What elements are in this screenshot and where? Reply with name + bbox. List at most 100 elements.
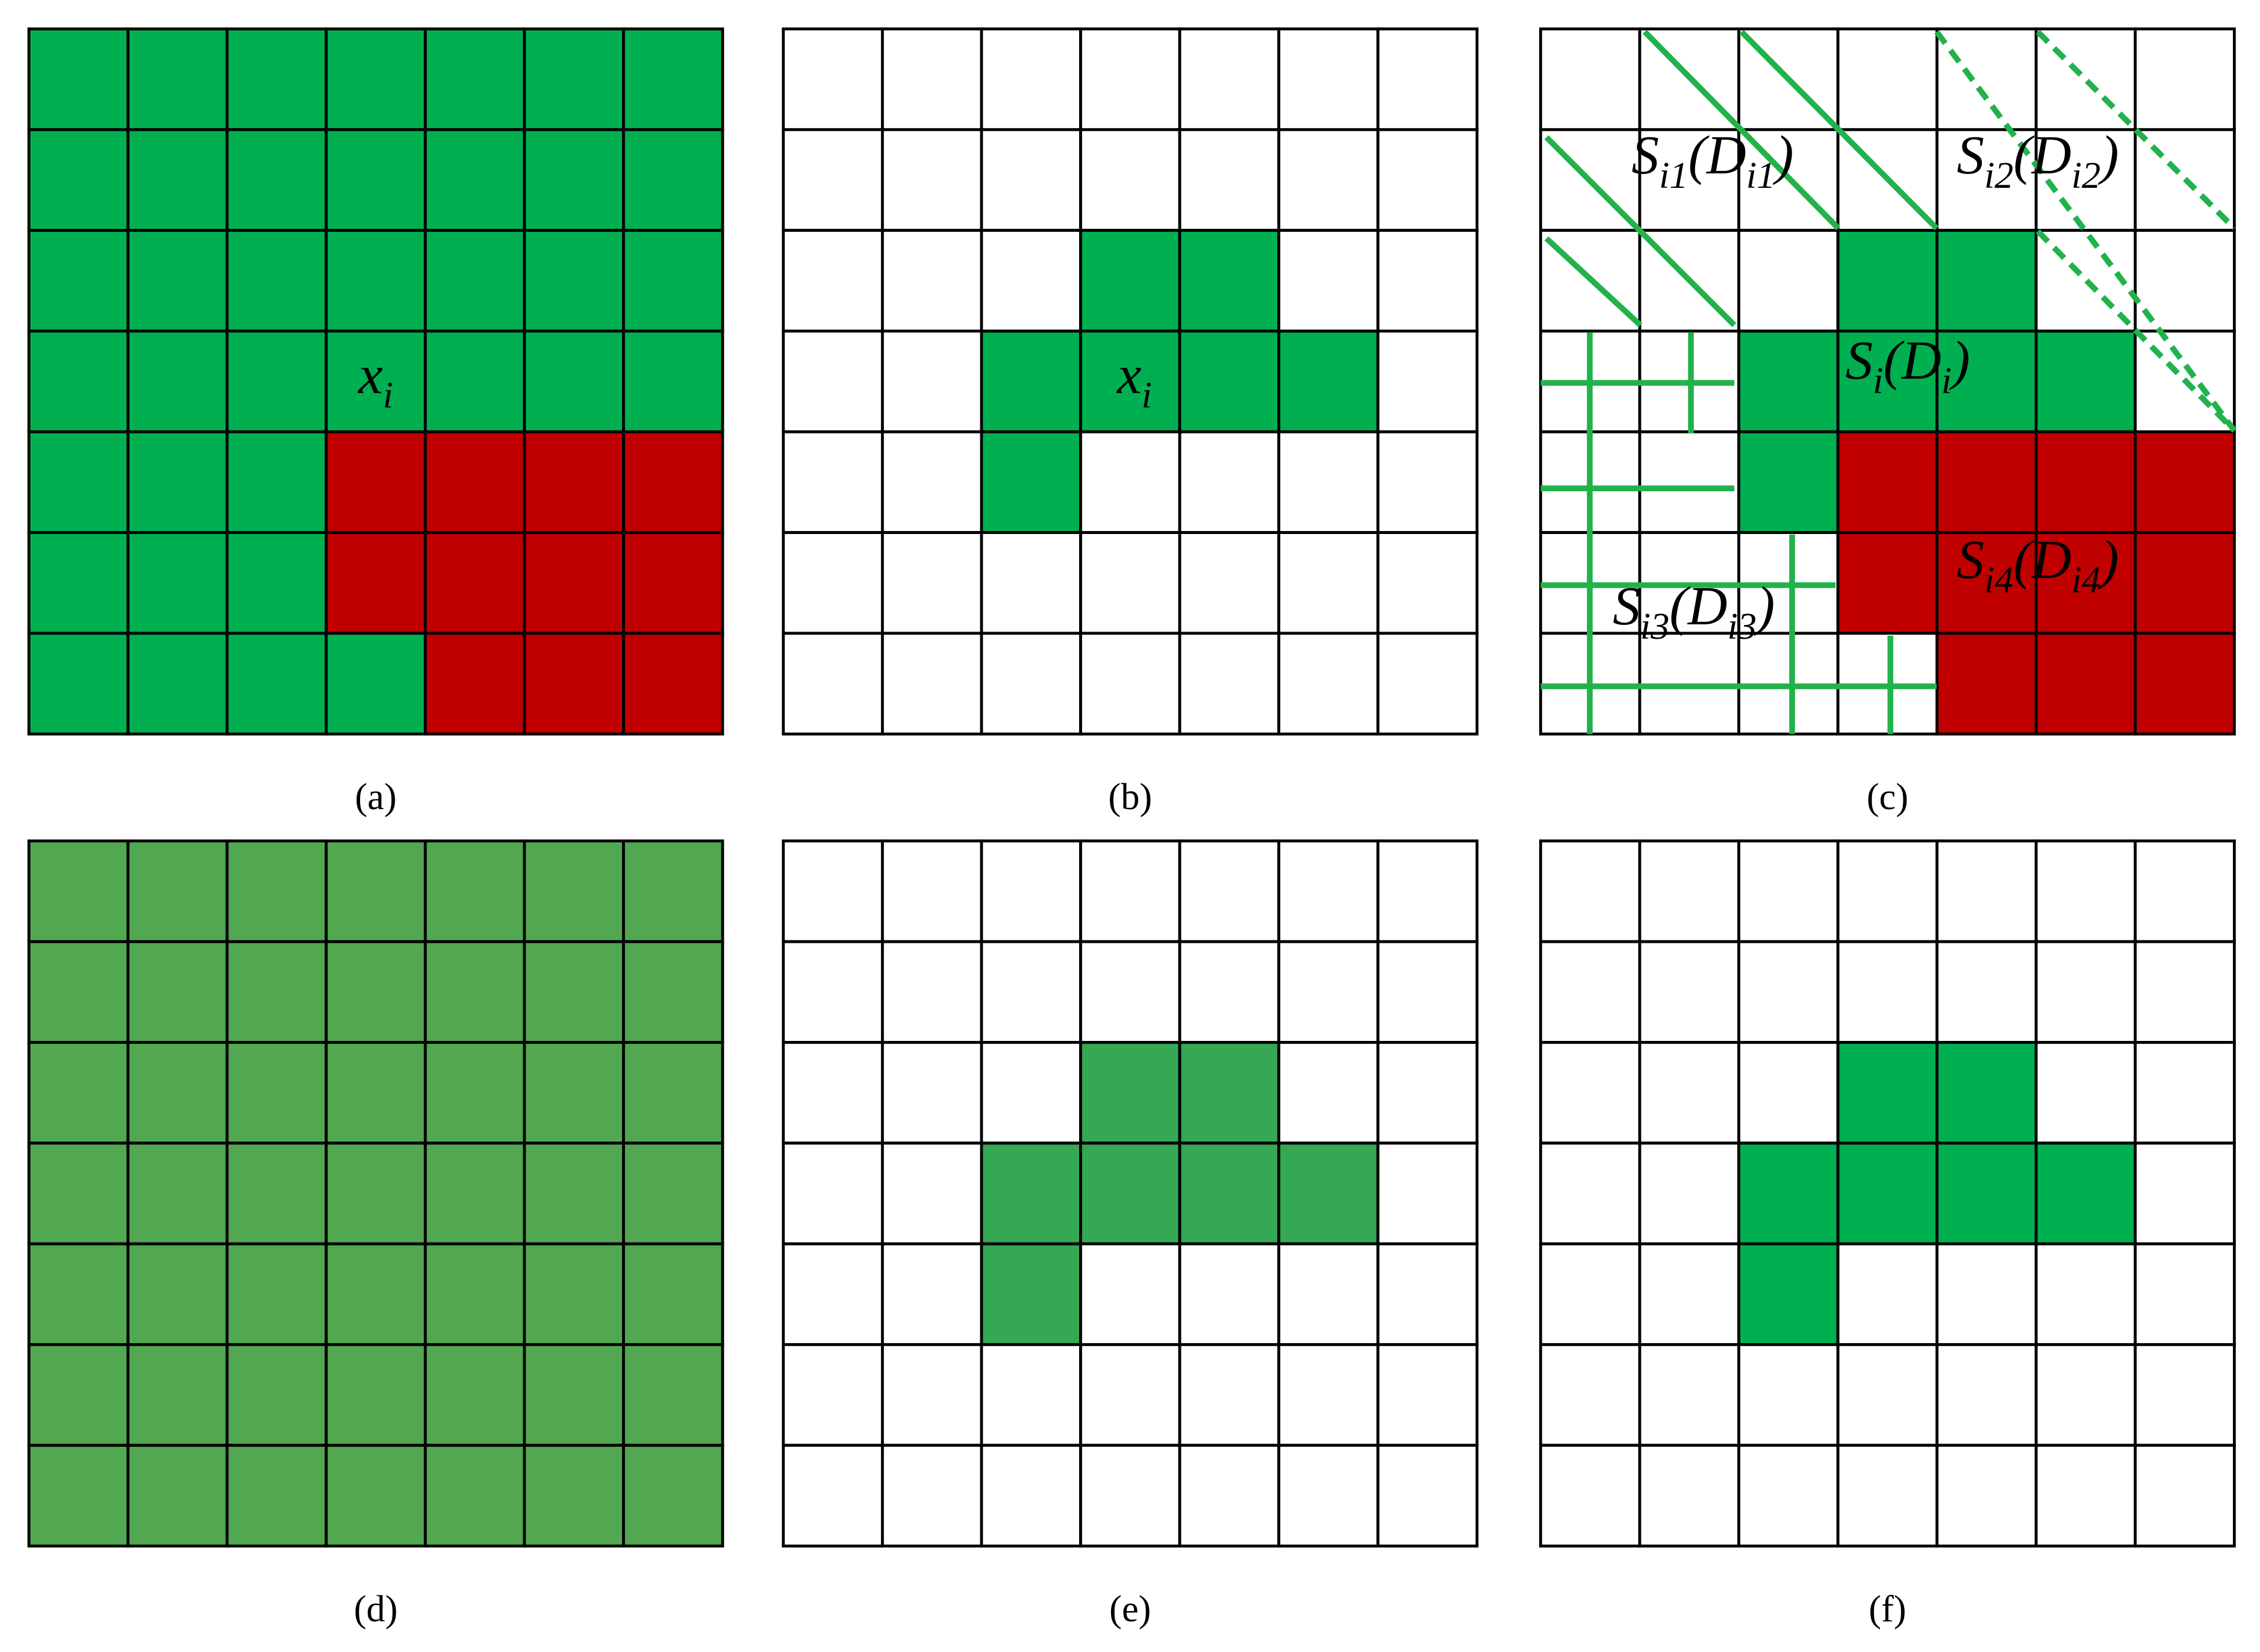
cell [1277, 27, 1380, 131]
cell [980, 27, 1082, 131]
cell [1638, 1041, 1740, 1145]
panel: (e) [782, 839, 1479, 1630]
cell [225, 229, 328, 333]
cell [980, 229, 1082, 333]
cell [1539, 1444, 1642, 1548]
cell [1277, 839, 1380, 943]
cell [1376, 632, 1479, 736]
cell [782, 1444, 884, 1548]
cell [880, 27, 983, 131]
annotation: xi [357, 344, 393, 416]
cell [880, 229, 983, 333]
cell [1079, 229, 1181, 333]
cell [126, 1141, 229, 1246]
cell [325, 27, 427, 131]
annotation-text: S [1956, 125, 1984, 185]
cell [1376, 1041, 1479, 1145]
cell [1935, 430, 2038, 534]
annotation-text: (D [1883, 330, 1941, 391]
cell [2134, 27, 2236, 131]
cell [1277, 1343, 1380, 1447]
cell [1638, 1444, 1740, 1548]
cell [27, 531, 129, 635]
cell [980, 329, 1082, 433]
cell [1539, 1242, 1642, 1346]
panel: (c)Si1(Di1) Si2(Di2)Si(Di)Si3(Di3)Si4(Di4… [1539, 27, 2237, 818]
cell [980, 940, 1082, 1044]
cell [523, 1343, 625, 1447]
cell [1935, 531, 2038, 635]
hatch-line [1739, 30, 1939, 231]
cell [27, 430, 129, 534]
cell [622, 27, 724, 131]
cell [1178, 1242, 1281, 1346]
annotation: Si2(Di2) [1956, 125, 2118, 196]
cell [1935, 1041, 2038, 1145]
cell [1935, 1141, 2038, 1246]
cell [622, 531, 724, 635]
hatch-line [1544, 135, 1737, 328]
cell [325, 430, 427, 534]
cell [782, 1141, 884, 1246]
cell [980, 839, 1082, 943]
cell [225, 27, 328, 131]
cell [523, 1041, 625, 1145]
cell [1277, 329, 1380, 433]
cell [1079, 1444, 1181, 1548]
subscript: i1 [1746, 155, 1776, 196]
cell [622, 1242, 724, 1346]
cell [1376, 940, 1479, 1044]
cell [880, 1444, 983, 1548]
cell [126, 1242, 229, 1346]
cell [622, 128, 724, 232]
cell [126, 1343, 229, 1447]
cell [325, 1343, 427, 1447]
annotation-text: ) [1754, 576, 1775, 636]
cell [1376, 329, 1479, 433]
cell [523, 27, 625, 131]
cell [1277, 229, 1380, 333]
cell [980, 128, 1082, 232]
cell [1935, 1343, 2038, 1447]
cell [423, 430, 526, 534]
cell [27, 128, 129, 232]
cell [2034, 1444, 2137, 1548]
panel: (f) [1539, 839, 2236, 1630]
cell [782, 632, 884, 736]
cell [1836, 1242, 1939, 1346]
cell [782, 531, 884, 635]
cell [2034, 329, 2137, 433]
dotted-hatch-line [2035, 30, 2237, 231]
cell [523, 329, 625, 433]
cell [782, 839, 884, 943]
cell [1277, 940, 1380, 1044]
cell [126, 27, 229, 131]
cell [1737, 1141, 1840, 1246]
cell [1836, 839, 1939, 943]
annotation-text: x [357, 344, 382, 405]
cell [1079, 839, 1181, 943]
subscript: i3 [1640, 606, 1670, 647]
panel-label: (c) [1867, 776, 1908, 818]
cell [27, 229, 129, 333]
cell [1178, 940, 1281, 1044]
cell [325, 229, 427, 333]
cell [225, 1343, 328, 1447]
cell [1935, 229, 2038, 333]
cell [325, 531, 427, 635]
annotation-text: ) [2097, 125, 2118, 185]
cell [423, 27, 526, 131]
cell [1079, 430, 1181, 534]
cell [782, 1343, 884, 1447]
dotted-hatch-line [1934, 30, 2237, 433]
cell [1079, 27, 1181, 131]
cell [1079, 1141, 1181, 1246]
cell [225, 940, 328, 1044]
cell [423, 940, 526, 1044]
cell [880, 1041, 983, 1145]
cell [523, 839, 625, 943]
cell [2034, 1343, 2137, 1447]
cell [880, 632, 983, 736]
cell [2134, 229, 2236, 333]
